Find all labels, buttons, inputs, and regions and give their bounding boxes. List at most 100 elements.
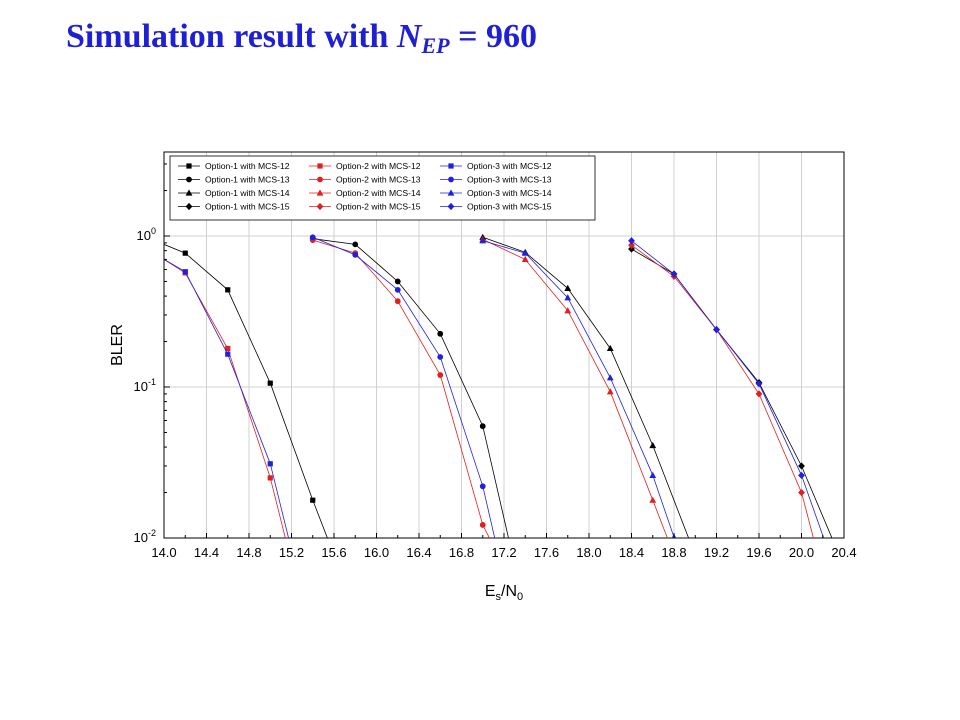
x-tick-label: 16.0 [364, 545, 389, 560]
legend-marker [448, 176, 454, 183]
data-point [564, 294, 572, 301]
data-point [267, 461, 273, 467]
y-axis-label: BLER [109, 324, 126, 366]
data-point [798, 471, 805, 479]
legend-marker [316, 202, 324, 211]
x-tick-label: 15.2 [279, 545, 304, 560]
data-point [437, 330, 444, 337]
data-point [564, 284, 572, 291]
data-point [479, 483, 486, 490]
legend-item: Option-2 with MCS-12 [309, 161, 421, 171]
legend-item: Option-3 with MCS-12 [440, 161, 552, 171]
legend-item: Option-2 with MCS-13 [309, 175, 421, 185]
legend-item: Option-1 with MCS-12 [178, 161, 290, 171]
data-point [225, 345, 231, 352]
data-point [437, 372, 444, 378]
series-layer [164, 233, 833, 538]
y-tick-label: 10-2 [134, 528, 156, 545]
data-point [182, 250, 188, 256]
series-line [482, 236, 690, 538]
data-point [267, 380, 273, 386]
series-line [164, 244, 328, 538]
data-point [267, 475, 273, 481]
data-point [755, 380, 763, 388]
series-9 [164, 259, 289, 538]
x-tick-label: 14.0 [151, 545, 176, 560]
x-tick-label: 18.4 [619, 545, 644, 560]
x-tick-label: 15.6 [321, 545, 346, 560]
data-point [798, 488, 805, 497]
legend-label: Option-3 with MCS-15 [467, 202, 552, 212]
data-point [479, 423, 486, 430]
legend-marker [185, 202, 193, 211]
series-11 [479, 237, 677, 538]
data-point [755, 390, 763, 398]
x-axis-label: Es/N0 [485, 583, 523, 603]
x-tick-label: 18.0 [576, 545, 601, 560]
x-tick-label: 17.2 [491, 545, 516, 560]
data-point [182, 269, 188, 275]
legend-marker [317, 176, 323, 183]
data-point [649, 441, 657, 449]
legend-marker [316, 189, 324, 196]
legend-label: Option-1 with MCS-15 [205, 202, 290, 212]
data-point [437, 354, 444, 360]
legend-label: Option-3 with MCS-13 [467, 175, 552, 185]
series-12 [628, 237, 825, 538]
series-3 [479, 233, 690, 538]
legend-label: Option-3 with MCS-12 [467, 161, 552, 171]
legend-label: Option-2 with MCS-15 [336, 202, 421, 212]
y-tick-label: 10-1 [134, 377, 156, 394]
data-point [310, 497, 316, 503]
series-10 [309, 234, 496, 538]
legend-label: Option-3 with MCS-14 [467, 188, 552, 198]
x-tick-label: 16.8 [449, 545, 474, 560]
legend-item: Option-3 with MCS-14 [440, 188, 552, 198]
legend-marker [448, 163, 454, 169]
x-tick-label: 16.4 [406, 545, 431, 560]
series-line [164, 259, 286, 538]
data-point [649, 471, 657, 478]
legend: Option-1 with MCS-12 Option-1 with MCS-13… [169, 155, 596, 221]
x-tick-label: 19.2 [704, 545, 729, 560]
data-point [225, 287, 231, 293]
legend-marker [185, 189, 193, 196]
data-point [394, 278, 401, 285]
legend-label: Option-1 with MCS-14 [205, 188, 290, 198]
x-tick-label: 17.6 [534, 545, 559, 560]
data-point [564, 307, 572, 314]
legend-marker [186, 163, 192, 169]
series-7 [479, 235, 668, 538]
legend-item: Option-1 with MCS-15 [178, 202, 290, 212]
legend-label: Option-1 with MCS-13 [205, 175, 290, 185]
x-tick-label: 14.4 [194, 545, 219, 560]
legend-item: Option-2 with MCS-14 [309, 188, 421, 198]
legend-item: Option-1 with MCS-14 [178, 188, 290, 198]
data-point [628, 237, 635, 245]
y-tick-label: 100 [137, 226, 156, 243]
legend-marker [186, 176, 192, 183]
series-5 [164, 259, 286, 538]
data-point [479, 237, 487, 244]
data-point [352, 241, 359, 248]
series-line [482, 239, 668, 538]
series-8 [628, 241, 814, 538]
data-point [606, 344, 614, 352]
series-line [312, 239, 490, 538]
legend-item: Option-3 with MCS-15 [440, 202, 552, 212]
legend-marker [447, 189, 455, 196]
legend-label: Option-2 with MCS-13 [336, 175, 421, 185]
data-point [394, 286, 401, 293]
x-tick-label: 20.0 [789, 545, 814, 560]
legend-marker [447, 202, 455, 211]
legend-label: Option-2 with MCS-12 [336, 161, 421, 171]
series-line [312, 236, 496, 538]
data-point [394, 298, 401, 305]
title-prefix: Simulation result with [66, 18, 397, 55]
data-point [225, 351, 231, 357]
title-subscript: EP [421, 33, 450, 58]
series-line [631, 244, 814, 538]
data-point [606, 388, 614, 395]
legend-box [169, 155, 596, 221]
legend-item: Option-1 with MCS-13 [178, 175, 290, 185]
